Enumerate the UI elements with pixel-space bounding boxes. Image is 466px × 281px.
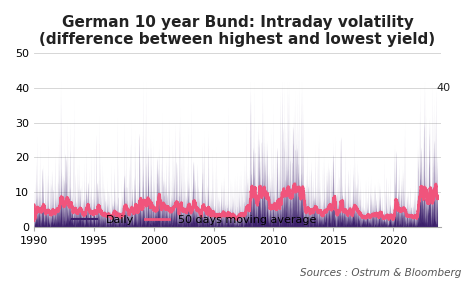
Text: Sources : Ostrum & Bloomberg: Sources : Ostrum & Bloomberg	[300, 268, 461, 278]
Legend: Daily, 50 days moving average: Daily, 50 days moving average	[72, 215, 316, 225]
Text: 40: 40	[436, 83, 451, 93]
Title: German 10 year Bund: Intraday volatility
(difference between highest and lowest : German 10 year Bund: Intraday volatility…	[40, 15, 436, 47]
